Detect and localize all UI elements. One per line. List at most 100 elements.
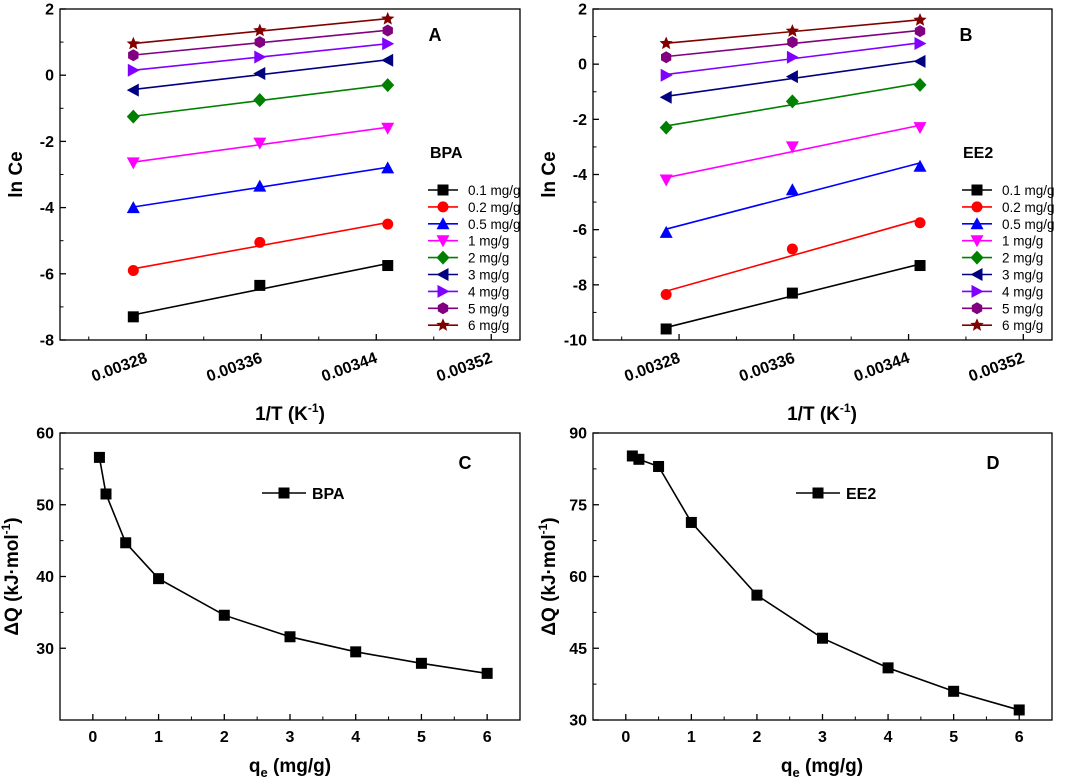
series-ee2 xyxy=(626,450,1025,716)
y-tick-label: 0 xyxy=(45,68,54,85)
legend-marker xyxy=(970,318,984,331)
series-0-5-mg-g xyxy=(659,159,927,238)
x-axis-label-end: ) xyxy=(319,404,325,425)
panel-label: B xyxy=(960,25,973,45)
series-1-mg-g xyxy=(126,122,395,170)
series-0-2-mg-g xyxy=(660,217,926,300)
data-point xyxy=(126,157,140,170)
x-tick-label: 2 xyxy=(752,729,761,746)
legend-marker xyxy=(971,184,983,196)
y-tick-label: 40 xyxy=(36,569,54,586)
data-point xyxy=(913,13,927,26)
x-tick-label: 4 xyxy=(884,729,893,746)
legend-label: 0.1 mg/g xyxy=(468,183,521,198)
legend-marker xyxy=(812,487,824,499)
data-point xyxy=(253,23,267,37)
legend-label: 5 mg/g xyxy=(1002,301,1043,316)
legend-label: 3 mg/g xyxy=(1002,268,1043,283)
y-tick-label: 50 xyxy=(36,497,54,514)
series-4-mg-g xyxy=(127,37,395,77)
x-axis-label-main: q xyxy=(781,756,793,777)
data-point xyxy=(948,685,960,697)
y-tick-label: 45 xyxy=(569,641,587,658)
x-tick-label: 0.00344 xyxy=(852,350,912,386)
data-point xyxy=(914,37,927,50)
data-point xyxy=(785,94,799,109)
y-axis-label: ln Ce xyxy=(539,151,560,197)
data-point xyxy=(785,24,799,37)
legend-entry: 4 mg/g xyxy=(428,284,509,299)
data-point xyxy=(786,243,798,255)
legend-label: 2 mg/g xyxy=(1002,251,1043,266)
data-point xyxy=(382,37,395,51)
data-point xyxy=(253,67,266,80)
data-point xyxy=(914,25,926,38)
x-tick-label: 5 xyxy=(949,729,958,746)
legend-label: 6 mg/g xyxy=(468,318,509,333)
legend-label: 4 mg/g xyxy=(1002,284,1043,299)
series-4-mg-g xyxy=(660,37,927,82)
panel-label: A xyxy=(429,25,442,45)
legend-label: 0.5 mg/g xyxy=(1002,217,1055,232)
data-point xyxy=(685,516,697,528)
data-point xyxy=(882,662,894,674)
legend-marker xyxy=(437,184,449,196)
data-point xyxy=(254,50,267,64)
series-0-1-mg-g xyxy=(660,260,926,335)
legend-label: 0.2 mg/g xyxy=(468,200,521,215)
legend-entry: 0.1 mg/g xyxy=(428,183,521,198)
legend-label: 1 mg/g xyxy=(1002,234,1043,249)
legend-marker xyxy=(970,268,983,281)
fit-line xyxy=(665,162,921,231)
data-point xyxy=(153,573,165,585)
x-tick-label: 0.00352 xyxy=(434,350,494,386)
data-point xyxy=(659,90,672,104)
data-point xyxy=(381,161,395,174)
legend-marker xyxy=(970,235,984,248)
data-point xyxy=(653,460,665,472)
panel-label: D xyxy=(987,453,1000,473)
compound-label: EE2 xyxy=(963,145,993,162)
legend-entry: 3 mg/g xyxy=(962,268,1043,283)
x-axis-label-sup: -1 xyxy=(840,401,851,415)
data-point xyxy=(626,450,638,462)
x-axis-label-end: (mg/g) xyxy=(268,756,331,777)
data-point xyxy=(382,260,394,272)
data-point xyxy=(913,159,927,172)
x-axis-label-sub: e xyxy=(793,765,800,780)
legend-marker xyxy=(437,201,449,213)
chart-panel-a: -8 -6 -4 -2 0 2 0.00328 0.00336 0.00344 0.00352 1/… xyxy=(6,2,521,425)
legend-marker xyxy=(437,302,449,315)
series-0-5-mg-g xyxy=(126,161,395,214)
data-point xyxy=(785,70,798,84)
x-axis-label-main: 1/T (K xyxy=(787,404,840,425)
chart-panel-b: -10 -8 -6 -4 -2 0 2 0.00328 0.00336 0.00344 0.0035… xyxy=(539,2,1055,426)
x-tick-label: 2 xyxy=(220,729,229,746)
data-point xyxy=(382,218,394,230)
data-point xyxy=(660,323,672,335)
data-point xyxy=(284,631,296,643)
data-point xyxy=(381,122,395,135)
x-tick-label: 0.00344 xyxy=(319,350,379,386)
legend-entry: 1 mg/g xyxy=(962,234,1043,249)
legend-marker xyxy=(278,487,290,499)
panel-label: C xyxy=(459,453,472,473)
legend-entry: 0.2 mg/g xyxy=(428,200,521,215)
y-tick-label: 0 xyxy=(578,57,587,74)
data-point xyxy=(785,141,799,154)
series-2-mg-g xyxy=(659,77,927,135)
data-point xyxy=(350,646,362,658)
data-point xyxy=(126,109,140,124)
data-point xyxy=(100,488,112,500)
data-point xyxy=(253,93,267,107)
legend-entry: 6 mg/g xyxy=(428,318,509,333)
data-point xyxy=(661,51,672,64)
y-tick-label: 2 xyxy=(45,2,54,19)
series-3-mg-g xyxy=(126,53,394,97)
x-tick-label: 0 xyxy=(88,729,97,746)
y-axis-label-sup: -1 xyxy=(0,523,13,534)
y-tick-label: -6 xyxy=(573,222,587,239)
data-point xyxy=(913,122,927,135)
series-6-mg-g xyxy=(126,11,395,50)
x-tick-label: 1 xyxy=(687,729,696,746)
